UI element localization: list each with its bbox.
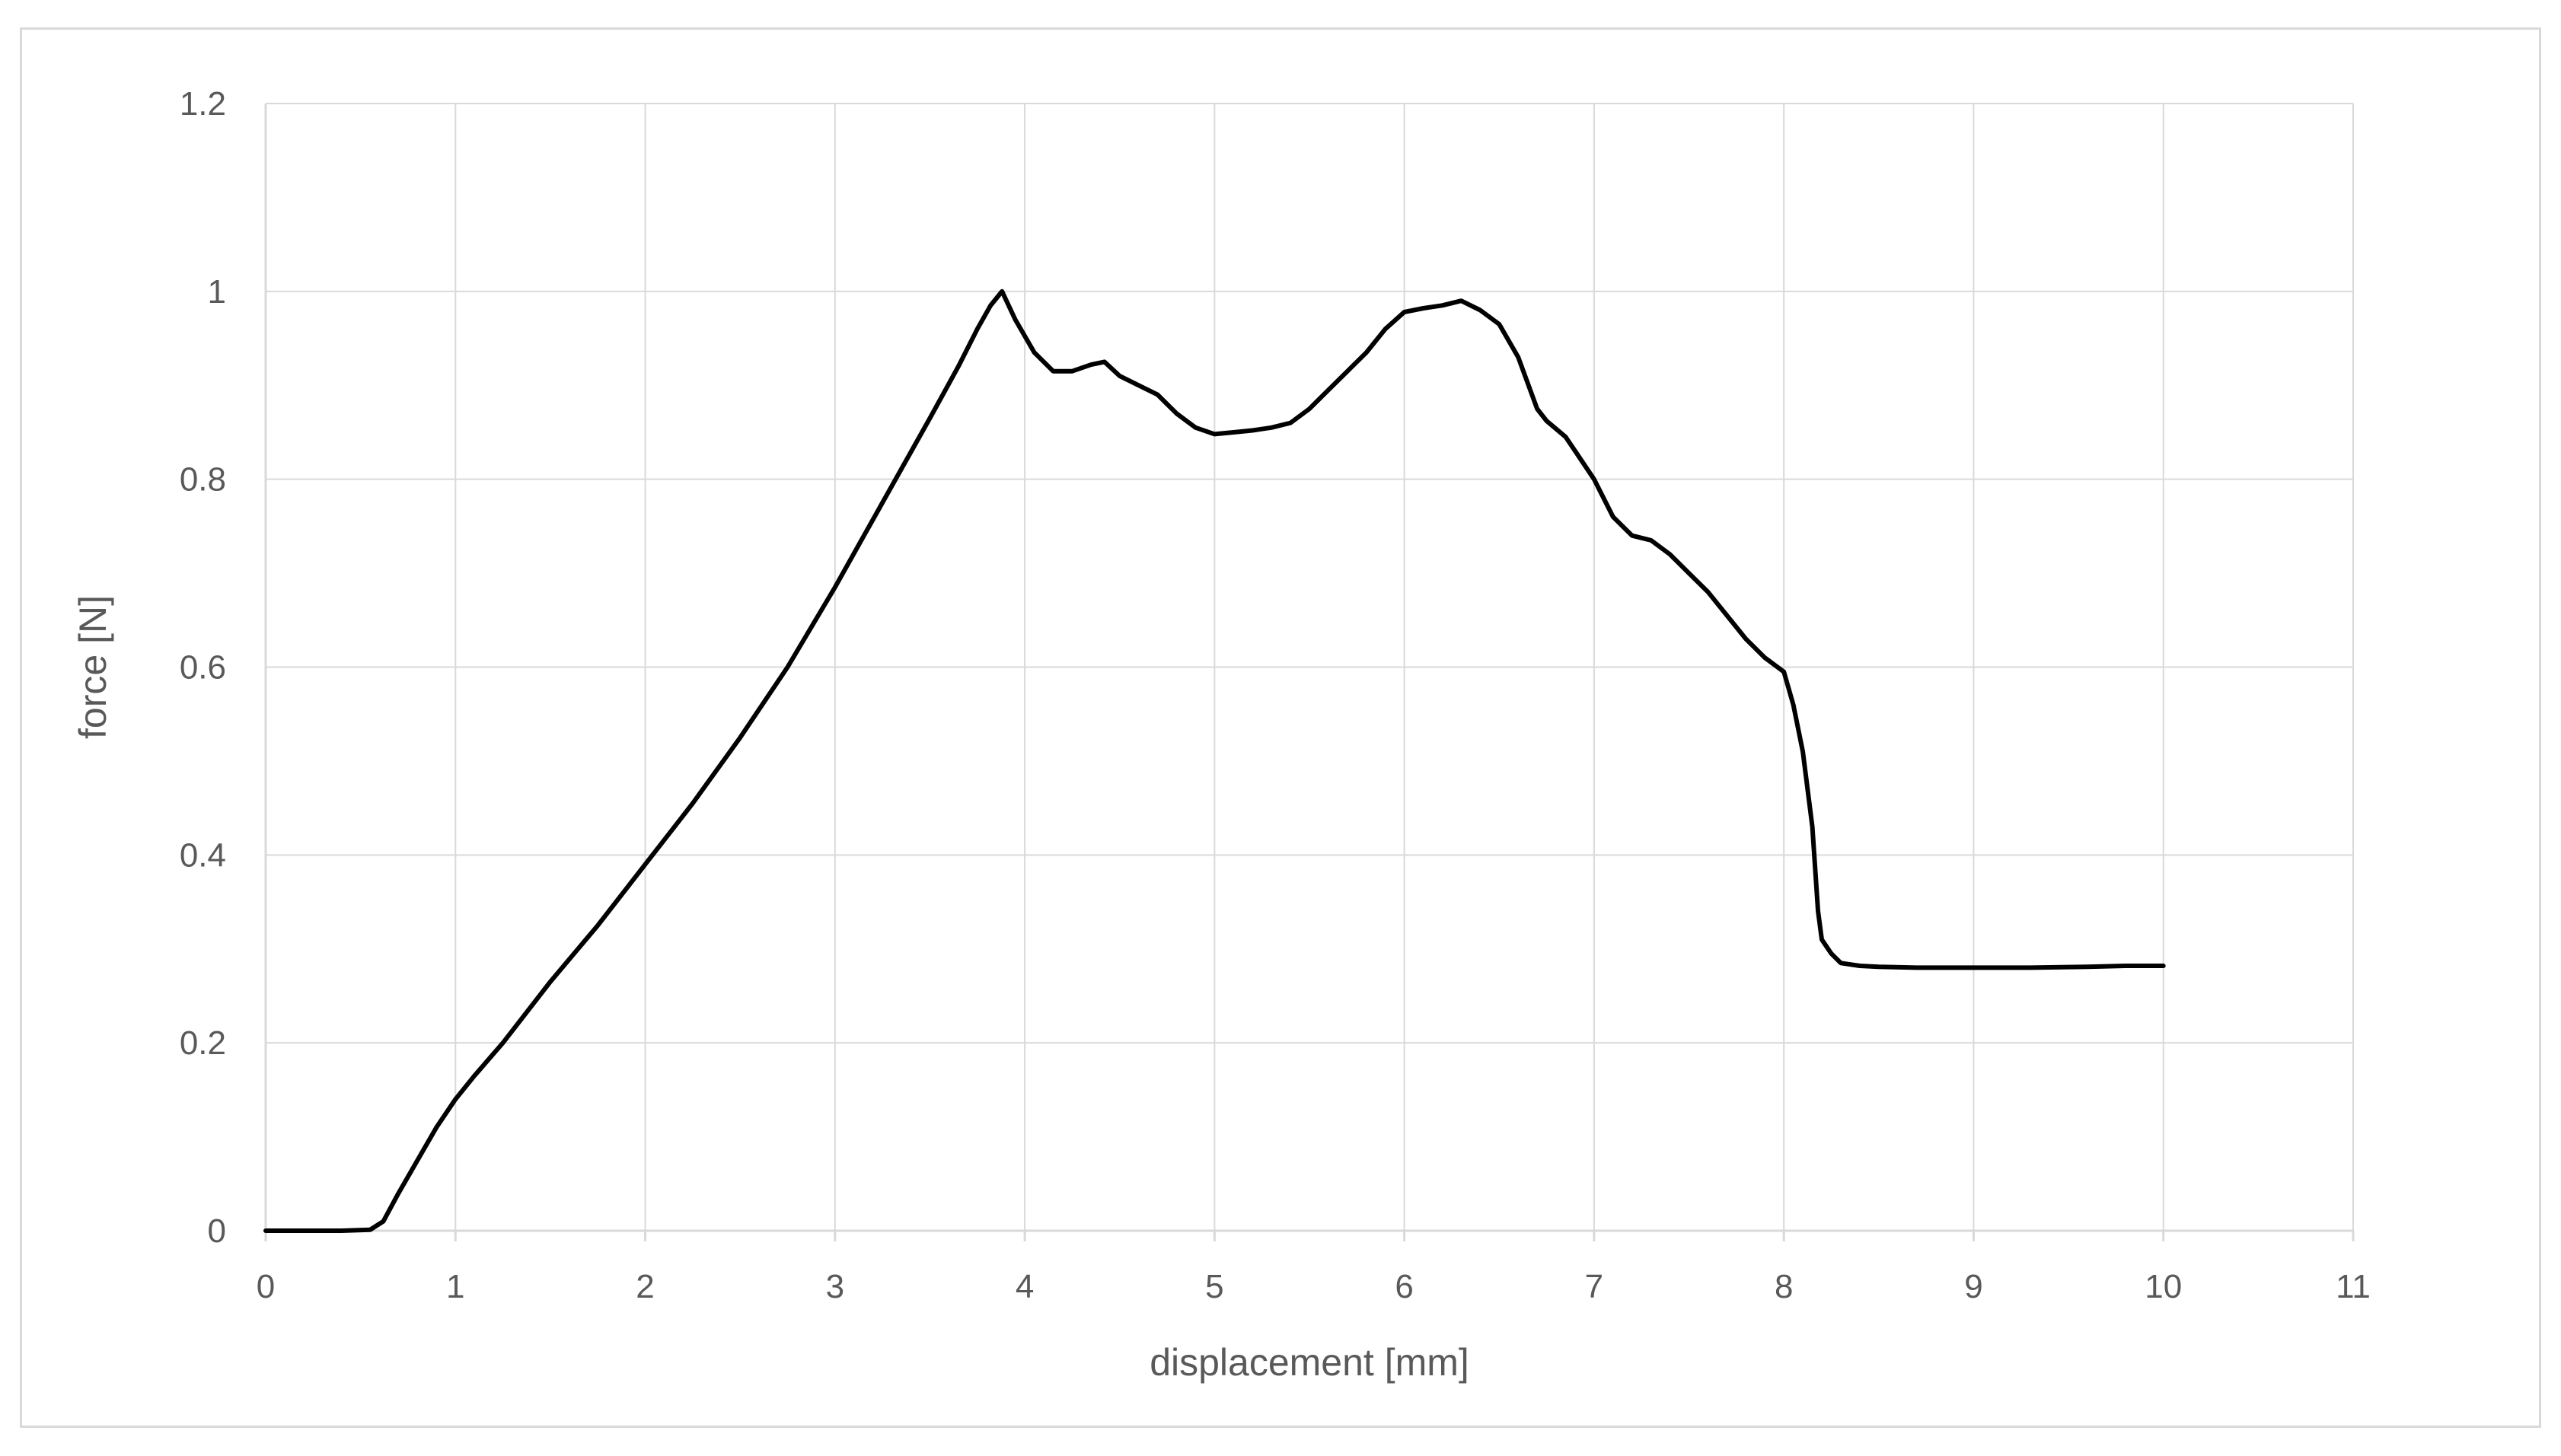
y-axis-title: force [N] bbox=[72, 595, 114, 739]
gridlines bbox=[266, 103, 2354, 1231]
x-tick-label: 8 bbox=[1775, 1268, 1793, 1305]
x-tick-label: 2 bbox=[636, 1268, 654, 1305]
series-line bbox=[263, 288, 2166, 1233]
x-tick-label: 0 bbox=[257, 1268, 275, 1305]
y-tick-label: 0 bbox=[208, 1212, 226, 1250]
y-tick-label: 0.8 bbox=[180, 461, 226, 499]
chart-area: 0 1 2 3 4 5 6 7 8 9 10 11 0 0.2 0.4 0.6 0.8 1 1.2 displace… bbox=[20, 27, 2541, 1428]
x-tick-label: 5 bbox=[1205, 1268, 1223, 1305]
y-tick-label: 1.2 bbox=[180, 85, 226, 123]
x-axis-title: displacement [mm] bbox=[1150, 1341, 1469, 1384]
axes bbox=[264, 104, 2355, 1241]
line-chart: 0 1 2 3 4 5 6 7 8 9 10 11 0 0.2 0.4 0.6 0.8 1 1.2 displace… bbox=[72, 85, 2371, 1384]
x-tick-label: 10 bbox=[2145, 1268, 2182, 1305]
series-layer bbox=[263, 288, 2166, 1233]
y-tick-label: 0.2 bbox=[180, 1024, 226, 1062]
x-tick-label: 4 bbox=[1016, 1268, 1034, 1305]
y-tick-label: 0.6 bbox=[180, 649, 226, 687]
x-tick-label: 11 bbox=[2336, 1268, 2371, 1305]
x-tick-label: 6 bbox=[1395, 1268, 1413, 1305]
x-tick-label: 9 bbox=[1964, 1268, 1982, 1305]
y-tick-label: 1 bbox=[208, 273, 226, 311]
tick-labels: 0 1 2 3 4 5 6 7 8 9 10 11 0 0.2 0.4 0.6 0.8 1 1.2 bbox=[180, 85, 2371, 1305]
y-tick-label: 0.4 bbox=[180, 836, 226, 874]
x-tick-label: 1 bbox=[446, 1268, 464, 1305]
x-tick-label: 7 bbox=[1585, 1268, 1603, 1305]
x-tick-label: 3 bbox=[826, 1268, 844, 1305]
